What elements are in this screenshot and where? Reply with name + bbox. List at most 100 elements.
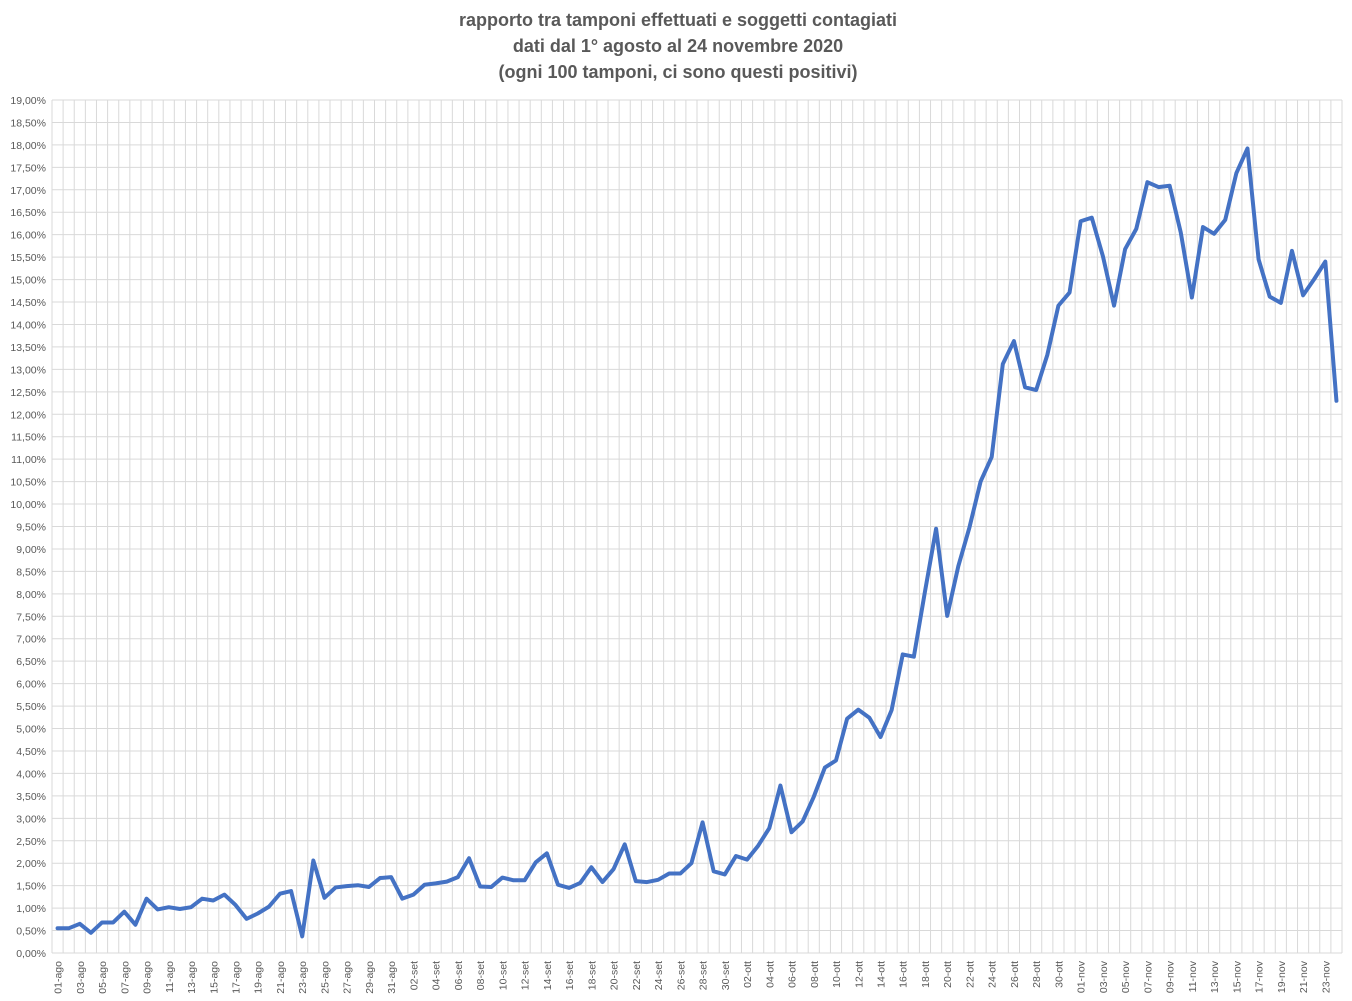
y-tick-label: 8,50%	[16, 566, 46, 578]
y-tick-label: 5,50%	[16, 701, 46, 713]
x-tick-label: 06-set	[453, 961, 465, 990]
y-tick-label: 7,50%	[16, 611, 46, 623]
x-tick-label: 31-ago	[386, 961, 398, 994]
x-tick-label: 20-ott	[942, 961, 954, 988]
x-tick-label: 18-ott	[920, 961, 932, 988]
y-tick-label: 6,50%	[16, 656, 46, 668]
x-tick-label: 08-ott	[809, 961, 821, 988]
x-tick-label: 02-ott	[742, 961, 754, 988]
x-tick-label: 03-nov	[1098, 960, 1110, 993]
y-tick-label: 16,00%	[10, 230, 46, 242]
x-tick-label: 30-set	[720, 961, 732, 990]
x-tick-label: 10-set	[497, 961, 509, 990]
x-tick-label: 15-nov	[1231, 960, 1243, 993]
x-tick-label: 17-ago	[230, 961, 242, 994]
x-tick-label: 24-ott	[987, 961, 999, 988]
x-tick-label: 22-set	[631, 961, 643, 990]
x-tick-label: 21-ago	[275, 961, 287, 994]
chart-title: dati dal 1° agosto al 24 novembre 2020	[513, 36, 843, 56]
x-tick-label: 01-ago	[53, 961, 65, 994]
chart-title: rapporto tra tamponi effettuati e sogget…	[459, 10, 897, 30]
x-tick-label: 26-ott	[1009, 961, 1021, 988]
y-tick-label: 5,00%	[16, 724, 46, 736]
chart-title: (ogni 100 tamponi, ci sono questi positi…	[498, 62, 857, 82]
x-tick-label: 16-ott	[898, 961, 910, 988]
x-tick-label: 14-ott	[875, 961, 887, 988]
y-tick-label: 7,00%	[16, 634, 46, 646]
x-tick-label: 30-ott	[1053, 961, 1065, 988]
y-tick-label: 12,50%	[10, 387, 46, 399]
y-tick-label: 13,50%	[10, 342, 46, 354]
y-tick-label: 12,00%	[10, 409, 46, 421]
line-series	[55, 146, 1339, 939]
x-tick-label: 16-set	[564, 961, 576, 990]
x-tick-label: 19-ago	[253, 961, 265, 994]
y-tick-label: 0,00%	[16, 948, 46, 960]
x-tick-label: 17-nov	[1254, 960, 1266, 993]
x-tick-label: 10-ott	[831, 961, 843, 988]
x-tick-label: 28-ott	[1031, 961, 1043, 988]
x-tick-label: 27-ago	[342, 961, 354, 994]
y-tick-label: 11,50%	[11, 432, 46, 444]
x-tick-label: 22-ott	[964, 961, 976, 988]
x-tick-label: 25-ago	[319, 961, 331, 994]
x-tick-label: 09-ago	[142, 961, 154, 994]
y-tick-label: 15,00%	[10, 275, 46, 287]
y-tick-label: 10,50%	[10, 477, 46, 489]
y-tick-label: 9,50%	[16, 522, 46, 534]
x-tick-label: 11-ago	[164, 961, 176, 993]
y-tick-label: 11,00%	[11, 454, 46, 466]
x-tick-label: 07-ago	[119, 961, 131, 994]
x-tick-label: 15-ago	[208, 961, 220, 994]
x-tick-label: 23-nov	[1320, 960, 1332, 993]
x-tick-label: 07-nov	[1142, 960, 1154, 993]
y-tick-label: 16,50%	[10, 207, 46, 219]
x-tick-label: 05-nov	[1120, 960, 1132, 993]
y-tick-label: 10,00%	[10, 499, 46, 511]
y-tick-label: 0,50%	[16, 926, 46, 938]
y-tick-label: 15,50%	[10, 252, 46, 264]
x-tick-label: 28-set	[698, 961, 710, 990]
y-tick-label: 4,50%	[16, 746, 46, 758]
y-tick-label: 4,00%	[16, 768, 46, 780]
y-tick-label: 18,00%	[10, 140, 46, 152]
y-tick-label: 14,00%	[10, 319, 46, 331]
y-tick-label: 19,00%	[10, 95, 46, 107]
x-tick-label: 18-set	[586, 961, 598, 990]
x-tick-label: 14-set	[542, 961, 554, 990]
x-tick-label: 13-ago	[186, 961, 198, 994]
x-tick-label: 12-ott	[853, 961, 865, 988]
x-tick-label: 04-ott	[764, 961, 776, 988]
x-tick-label: 01-nov	[1076, 960, 1088, 993]
y-tick-label: 3,50%	[16, 791, 46, 803]
y-tick-label: 2,00%	[16, 858, 46, 870]
y-tick-label: 2,50%	[16, 836, 46, 848]
y-tick-label: 1,50%	[16, 881, 46, 893]
y-tick-label: 1,00%	[16, 903, 46, 915]
x-tick-label: 20-set	[609, 961, 621, 990]
x-tick-label: 21-nov	[1298, 960, 1310, 993]
y-tick-label: 9,00%	[16, 544, 46, 556]
x-tick-label: 02-set	[408, 961, 420, 990]
x-tick-label: 24-set	[653, 961, 665, 990]
x-tick-label: 09-nov	[1165, 960, 1177, 993]
x-tick-label: 08-set	[475, 961, 487, 990]
y-tick-label: 3,00%	[16, 813, 46, 825]
x-tick-label: 29-ago	[364, 961, 376, 994]
x-tick-label: 23-ago	[297, 961, 309, 994]
y-tick-label: 18,50%	[10, 117, 46, 129]
x-tick-label: 19-nov	[1276, 960, 1288, 993]
x-tick-label: 04-set	[431, 961, 443, 990]
y-tick-label: 14,50%	[10, 297, 46, 309]
x-tick-label: 03-ago	[75, 961, 87, 994]
x-tick-label: 05-ago	[97, 961, 109, 994]
y-tick-label: 17,00%	[10, 185, 46, 197]
y-tick-label: 13,00%	[10, 364, 46, 376]
y-tick-label: 17,50%	[10, 162, 46, 174]
y-tick-label: 8,00%	[16, 589, 46, 601]
x-tick-label: 12-set	[520, 961, 532, 990]
y-tick-label: 6,00%	[16, 679, 46, 691]
x-tick-label: 13-nov	[1209, 960, 1221, 993]
x-tick-label: 11-nov	[1187, 960, 1199, 992]
